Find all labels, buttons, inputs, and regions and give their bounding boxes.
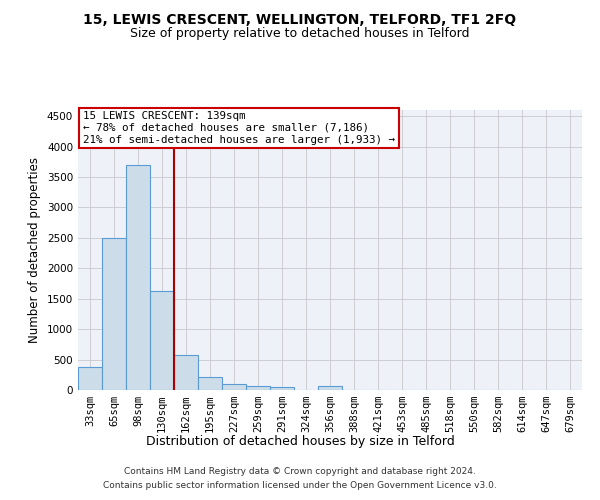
Bar (222, 384, 246, 390)
Bar (126, 165, 150, 390)
Y-axis label: Number of detached properties: Number of detached properties (28, 157, 41, 343)
Bar (198, 376, 222, 390)
Text: Size of property relative to detached houses in Telford: Size of property relative to detached ho… (130, 28, 470, 40)
Bar (270, 387, 294, 390)
Bar (78, 367, 102, 390)
Text: Contains public sector information licensed under the Open Government Licence v3: Contains public sector information licen… (103, 481, 497, 490)
Text: Distribution of detached houses by size in Telford: Distribution of detached houses by size … (146, 435, 454, 448)
Text: Contains HM Land Registry data © Crown copyright and database right 2024.: Contains HM Land Registry data © Crown c… (124, 468, 476, 476)
Bar (174, 355, 198, 390)
Text: 15 LEWIS CRESCENT: 139sqm
← 78% of detached houses are smaller (7,186)
21% of se: 15 LEWIS CRESCENT: 139sqm ← 78% of detac… (83, 112, 395, 144)
Bar (246, 386, 270, 390)
Bar (102, 238, 126, 390)
Bar (318, 386, 342, 390)
Text: 15, LEWIS CRESCENT, WELLINGTON, TELFORD, TF1 2FQ: 15, LEWIS CRESCENT, WELLINGTON, TELFORD,… (83, 12, 517, 26)
Bar (150, 291, 174, 390)
